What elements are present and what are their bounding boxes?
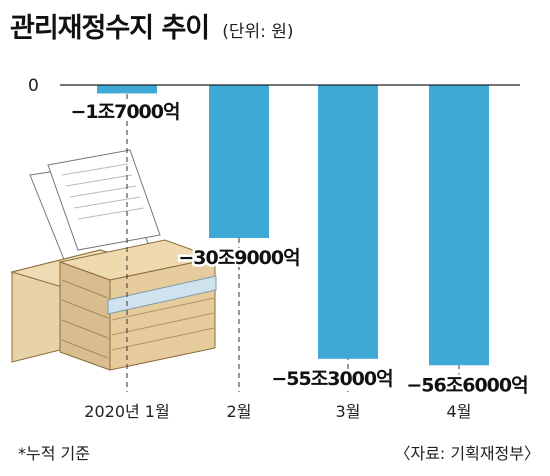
bar [97,85,157,94]
zero-tick-label: 0 [28,76,39,96]
money-illustration [10,149,217,371]
bar [209,85,269,239]
unit-label: (단위: 원) [222,22,294,42]
bar-value-label: −56조6000억 [406,374,527,396]
x-tick-label: 3월 [336,402,361,421]
bar [318,85,378,359]
bar-value-label: −1조7000억 [71,101,180,123]
bar-value-label: −55조3000억 [271,368,392,390]
x-tick-label: 2월 [227,402,252,421]
x-tick-label: 2020년 1월 [84,402,169,421]
x-tick-label: 4월 [447,402,472,421]
chart-header: 관리재정수지 추이 (단위: 원) [10,6,294,52]
bar [429,85,489,366]
footnote: *누적 기준 [18,444,90,463]
bar-value-label: −30조9000억 [178,247,299,269]
source-note: 〈자료: 기획재정부〉 [394,444,540,463]
chart-title: 관리재정수지 추이 [10,13,210,44]
